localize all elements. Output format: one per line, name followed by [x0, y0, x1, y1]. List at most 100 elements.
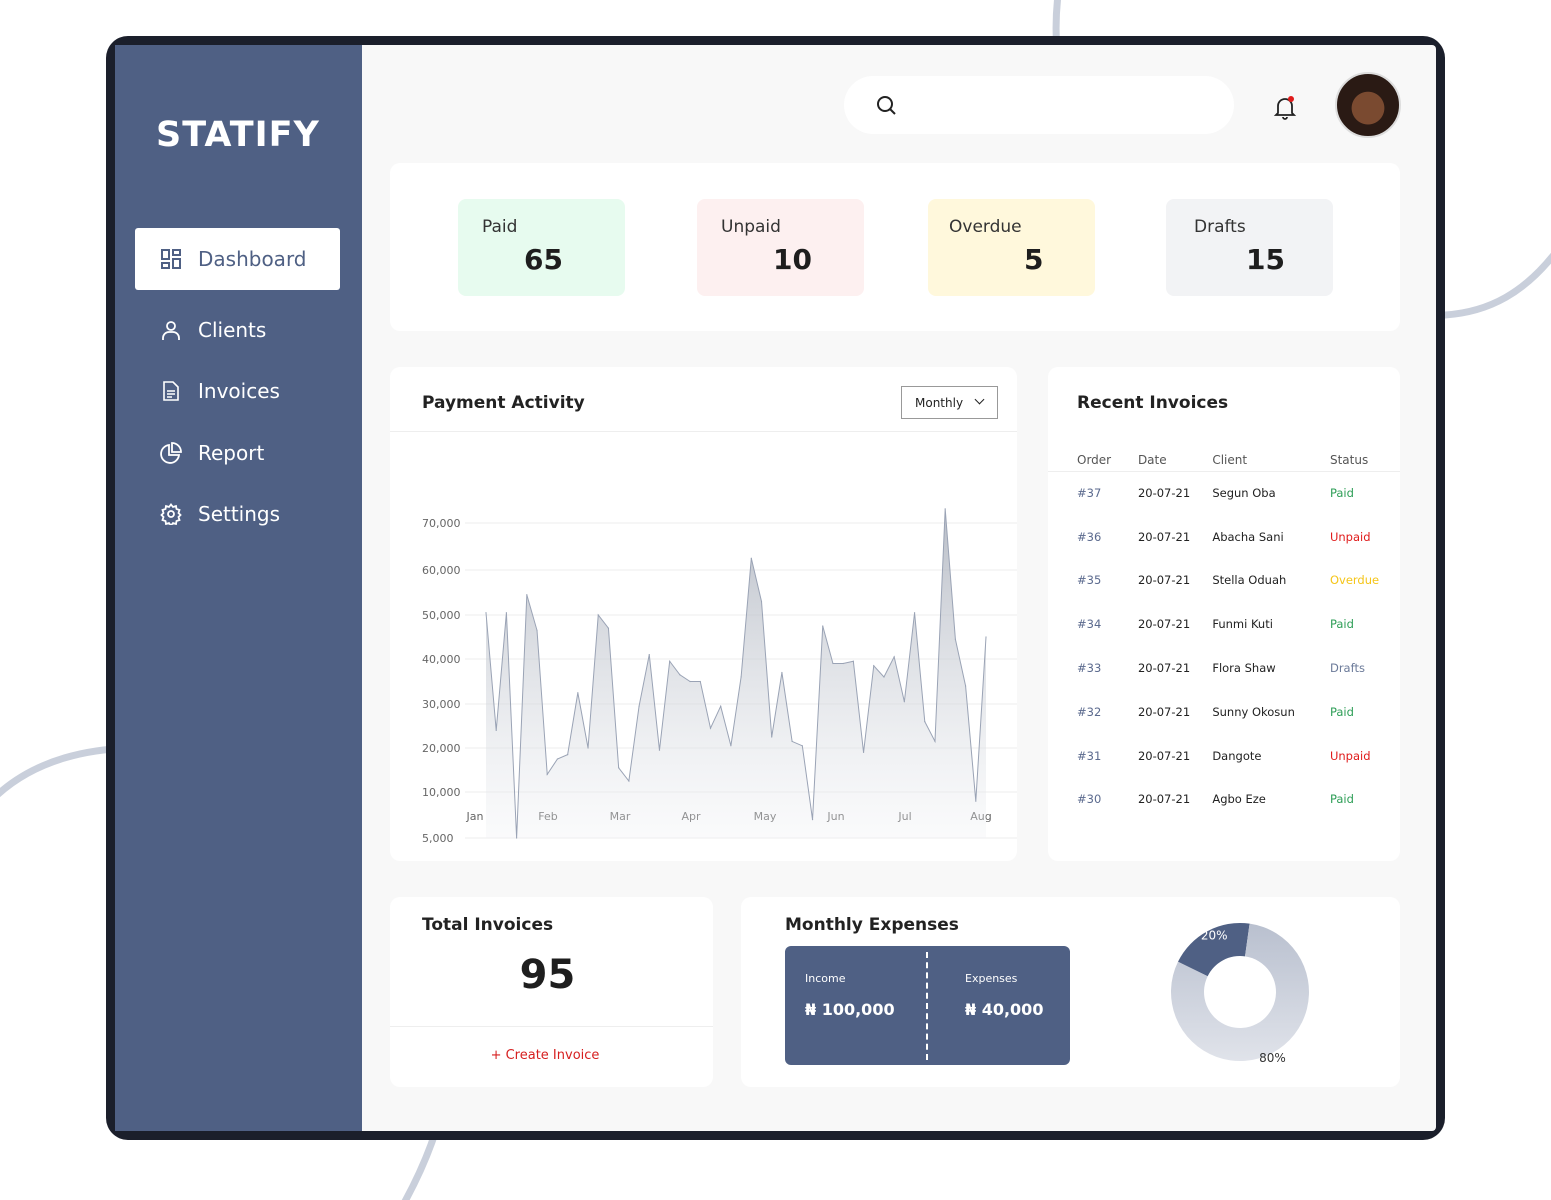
avatar[interactable] — [1335, 72, 1401, 138]
table-row[interactable]: #31 20-07-21 Dangote Unpaid — [1048, 734, 1400, 778]
search-icon — [877, 96, 896, 115]
sidebar-item-clients[interactable]: Clients — [135, 299, 340, 361]
status-cell: Overdue — [1329, 573, 1380, 588]
sidebar: STATIFY Dashboard Clients Invoices Repor… — [115, 45, 362, 1131]
data-point — [811, 819, 814, 821]
y-tick-label: 50,000 — [422, 609, 461, 622]
status-cell: Unpaid — [1329, 529, 1371, 544]
data-point — [924, 721, 926, 723]
column-header-client: Client — [1212, 449, 1330, 472]
monthly-expenses-card: Monthly Expenses Income ₦ 100,000 Expens… — [741, 897, 1400, 1087]
data-point — [658, 749, 661, 751]
payment-activity-card: 5,000 10,000 20,000 30,000 40,000 50,000 60,00… — [390, 367, 1017, 861]
sidebar-item-label: Settings — [198, 502, 281, 526]
data-point — [536, 629, 538, 631]
order-cell: #34 — [1077, 617, 1102, 632]
card-title: Monthly Expenses — [785, 915, 959, 935]
data-point — [648, 654, 650, 656]
table-row[interactable]: #37 20-07-21 Segun Oba Paid — [1048, 471, 1400, 515]
date-cell: 20-07-21 — [1137, 486, 1191, 501]
table-row[interactable]: #30 20-07-21 Agbo Eze Paid — [1048, 778, 1400, 822]
stat-label: Drafts — [1194, 217, 1246, 237]
user-icon — [162, 321, 180, 340]
data-point — [577, 692, 579, 694]
stat-overdue[interactable]: Overdue 5 — [928, 199, 1095, 296]
client-cell: Segun Oba — [1212, 486, 1276, 501]
income-value: ₦ 100,000 — [805, 1000, 895, 1019]
card-title: Payment Activity — [422, 393, 585, 413]
table-row[interactable]: #35 20-07-21 Stella Oduah Overdue — [1048, 559, 1400, 603]
client-cell: Stella Oduah — [1212, 573, 1287, 588]
expenses-donut-chart: 20% 80% — [1171, 923, 1309, 1065]
stat-drafts[interactable]: Drafts 15 — [1166, 199, 1333, 296]
invoice-stats-card: Paid 65 Unpaid 10 Overdue 5 Drafts 15 — [390, 163, 1400, 331]
status-cell: Paid — [1329, 486, 1354, 501]
invoices-table: Order Date Client Status #37 20-07-21 Segun Ob… — [1048, 449, 1400, 821]
data-point — [842, 662, 844, 665]
dashboard-icon — [161, 249, 181, 269]
data-point — [689, 680, 691, 683]
bell-icon[interactable] — [1273, 95, 1297, 121]
table-row[interactable]: #33 20-07-21 Flora Shaw Drafts — [1048, 646, 1400, 690]
data-point — [944, 508, 946, 510]
data-point — [852, 660, 854, 662]
divider — [390, 1026, 713, 1027]
data-point — [964, 685, 967, 687]
sidebar-item-settings[interactable]: Settings — [135, 483, 340, 545]
data-point — [526, 594, 528, 596]
dashboard-screen: STATIFY Dashboard Clients Invoices Repor… — [115, 45, 1436, 1131]
data-point — [556, 758, 559, 760]
table-row[interactable]: #36 20-07-21 Abacha Sani Unpaid — [1048, 515, 1400, 559]
device-frame: STATIFY Dashboard Clients Invoices Repor… — [106, 36, 1445, 1140]
stat-label: Paid — [482, 217, 518, 237]
slice-label: 80% — [1259, 1051, 1286, 1065]
data-point — [832, 662, 834, 665]
stat-value: 15 — [1246, 243, 1285, 276]
data-point — [791, 740, 793, 742]
order-cell: #30 — [1077, 792, 1102, 807]
sidebar-item-report[interactable]: Report — [135, 422, 340, 484]
table-row[interactable]: #32 20-07-21 Sunny Okosun Paid — [1048, 690, 1400, 734]
recent-invoices-card: Recent Invoices Order Date Client Status #37… — [1048, 367, 1400, 861]
data-point — [822, 625, 824, 627]
order-cell: #32 — [1077, 704, 1102, 719]
data-point — [760, 600, 763, 603]
table-row[interactable]: #34 20-07-21 Funmi Kuti Paid — [1048, 602, 1400, 646]
data-point — [883, 676, 885, 678]
data-point — [699, 680, 701, 683]
column-header-date: Date — [1137, 449, 1213, 472]
date-cell: 20-07-21 — [1137, 792, 1191, 807]
date-cell: 20-07-21 — [1137, 661, 1191, 676]
search-input[interactable] — [844, 76, 1234, 134]
stat-unpaid[interactable]: Unpaid 10 — [697, 199, 864, 296]
stat-value: 5 — [1024, 243, 1044, 276]
data-point — [516, 837, 518, 839]
y-tick-label: 70,000 — [422, 517, 461, 530]
status-cell: Paid — [1329, 617, 1354, 632]
data-point — [546, 773, 548, 775]
stat-label: Overdue — [949, 217, 1022, 237]
date-cell: 20-07-21 — [1137, 573, 1191, 588]
data-point — [771, 736, 773, 738]
document-icon — [163, 381, 179, 401]
order-cell: #33 — [1077, 661, 1102, 676]
divider — [926, 952, 928, 1060]
stat-paid[interactable]: Paid 65 — [458, 199, 625, 296]
order-cell: #31 — [1077, 748, 1102, 763]
slice-label: 20% — [1201, 928, 1228, 942]
sidebar-item-dashboard[interactable]: Dashboard — [135, 228, 340, 290]
sidebar-item-invoices[interactable]: Invoices — [135, 360, 340, 422]
create-invoice-link[interactable]: + Create Invoice — [490, 1048, 600, 1063]
client-cell: Sunny Okosun — [1212, 704, 1295, 719]
data-point — [730, 745, 732, 747]
payment-activity-chart: 5,000 10,000 20,000 30,000 40,000 50,000 60,00… — [422, 508, 1017, 845]
client-cell: Funmi Kuti — [1212, 617, 1273, 632]
period-value: Monthly — [915, 396, 964, 410]
area-fill — [486, 508, 986, 838]
period-dropdown[interactable]: Monthly — [901, 386, 998, 419]
data-point — [485, 612, 487, 614]
app-logo: STATIFY — [156, 115, 320, 155]
y-tick-label: 60,000 — [422, 564, 461, 577]
column-header-status: Status — [1329, 449, 1400, 472]
y-tick-label: 10,000 — [422, 786, 461, 799]
